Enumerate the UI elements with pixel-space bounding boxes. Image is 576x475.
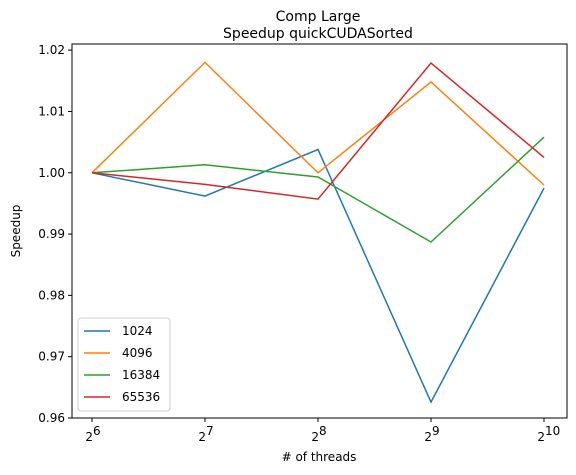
x-tick-label-exponent: 8 — [319, 424, 327, 438]
x-axis: 2 6 2 7 2 8 2 9 2 10 — [85, 418, 560, 444]
x-tick-label-base: 2 — [311, 430, 319, 444]
legend-label-65536: 65536 — [122, 390, 160, 404]
y-axis: 0.96 0.97 0.98 0.99 1.00 1.01 1.02 — [38, 43, 72, 425]
legend-label-16384: 16384 — [122, 368, 160, 382]
series-line-4096 — [91, 61, 545, 186]
x-tick-label-base: 2 — [85, 430, 93, 444]
x-tick-label-exponent: 10 — [545, 424, 560, 438]
y-tick-label: 0.96 — [38, 411, 65, 425]
y-tick-label: 0.99 — [38, 227, 65, 241]
x-tick-label-exponent: 6 — [93, 424, 101, 438]
x-tick-label-exponent: 7 — [206, 424, 214, 438]
legend-label-4096: 4096 — [122, 346, 153, 360]
legend: 1024 4096 16384 65536 — [77, 317, 171, 412]
series-line-1024 — [91, 148, 545, 404]
x-tick-label-base: 2 — [198, 430, 206, 444]
series-layer — [91, 61, 545, 404]
y-axis-label: Speedup — [9, 205, 23, 258]
series-line-16384 — [91, 136, 545, 243]
chart-title: Comp Large — [276, 9, 361, 25]
legend-label-1024: 1024 — [122, 324, 153, 338]
legend-box — [77, 317, 171, 412]
y-tick-label: 0.97 — [38, 350, 65, 364]
x-tick-label-exponent: 9 — [432, 424, 440, 438]
y-tick-label: 1.02 — [38, 43, 65, 57]
y-tick-label: 0.98 — [38, 288, 65, 302]
x-tick-label-base: 2 — [537, 430, 545, 444]
x-axis-label: # of threads — [282, 450, 357, 464]
plot-frame — [71, 43, 568, 419]
y-tick-label: 1.00 — [38, 166, 65, 180]
chart-subtitle: Speedup quickCUDASorted — [223, 26, 413, 42]
y-tick-label: 1.01 — [38, 104, 65, 118]
x-tick-label-base: 2 — [424, 430, 432, 444]
series-line-65536 — [91, 61, 545, 200]
